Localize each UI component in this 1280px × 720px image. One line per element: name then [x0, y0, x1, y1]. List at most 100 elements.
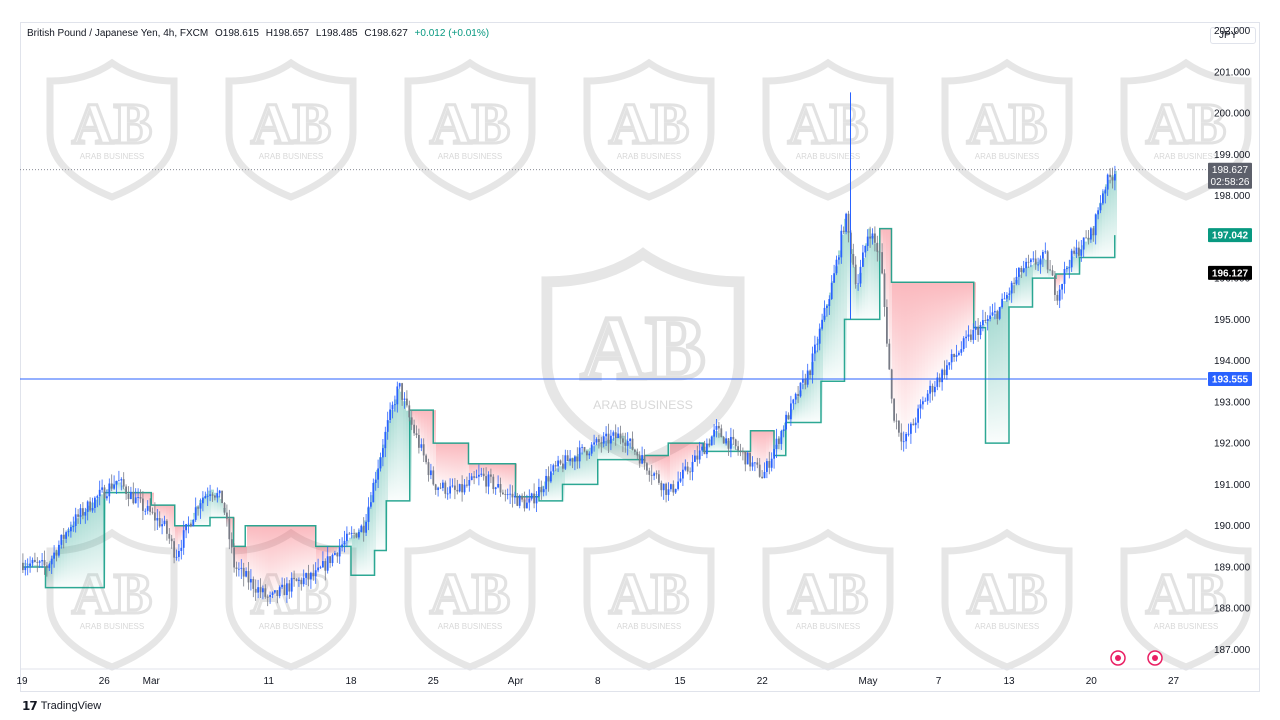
trail-fill [601, 442, 604, 460]
candle-body [722, 437, 725, 444]
trail-fill [925, 282, 928, 398]
time-axis[interactable]: 19 26 Mar 11 18 25 Apr 8 15 22 May 7 13 20 27 [16, 668, 1259, 687]
trail-fill [64, 534, 67, 588]
trail-fill [685, 443, 688, 473]
trail-fill [316, 546, 319, 575]
candle-body [1063, 269, 1066, 284]
candle-body [264, 588, 267, 597]
trail-fill [172, 505, 175, 548]
candle-body [470, 476, 473, 480]
candle-body [178, 550, 180, 557]
trail-fill [85, 508, 88, 588]
trail-fill [364, 520, 367, 576]
event-marker-icon[interactable] [1147, 650, 1163, 666]
trail-fill [268, 525, 271, 600]
candle-body [720, 428, 723, 438]
trail-fill [958, 282, 961, 352]
candle-body [175, 556, 178, 558]
candle-body [324, 561, 327, 571]
y-tick-label: 189.000 [1214, 562, 1251, 573]
candle-body [818, 328, 821, 344]
candle-body [547, 475, 550, 482]
trail-fill [628, 443, 631, 460]
event-marker-icon[interactable] [1110, 650, 1126, 666]
last-price-tag: 198.627 [1212, 165, 1249, 176]
trail-fill [346, 540, 349, 547]
symbol-title[interactable]: British Pound / Japanese Yen, 4h, FXCM [27, 28, 209, 39]
candle-body [245, 571, 247, 577]
candle-body [982, 320, 984, 326]
candle-body [317, 567, 319, 571]
watermark-text: ARAB BUSINESS [796, 152, 860, 161]
candle-body [125, 486, 127, 495]
candle-body [900, 432, 903, 442]
tradingview-footer[interactable]: 𝟭𝟳 TradingView [22, 699, 101, 713]
candle-body [958, 352, 960, 355]
candle-body [1080, 249, 1083, 256]
candle-body [458, 484, 461, 492]
candle-body [962, 338, 965, 350]
candle-body [454, 485, 456, 490]
trail-fill [1012, 285, 1015, 307]
candle-body [828, 298, 831, 307]
candle-body [1015, 276, 1018, 284]
candle-body [840, 230, 843, 258]
currency-selector[interactable]: JPY [1210, 27, 1256, 44]
candle-body [425, 455, 427, 463]
countdown-tag: 02:58:26 [1211, 177, 1250, 188]
candle-body [595, 439, 598, 443]
trail-fill [580, 452, 583, 485]
candle-body [473, 476, 475, 478]
trail-fill [91, 502, 94, 588]
trail-fill [133, 492, 136, 499]
trail-fill [238, 546, 241, 572]
trail-fill [325, 546, 328, 564]
candle-body [917, 408, 919, 423]
trail-fill [193, 512, 196, 526]
watermark-logo: ARAB BUSINESS [1124, 533, 1248, 667]
hline-price-tag-bg [1208, 371, 1252, 386]
trail-fill [724, 438, 727, 452]
candle-body [413, 424, 415, 434]
y-tick-label: 192.000 [1214, 439, 1251, 450]
trail-fill [151, 492, 154, 516]
candle-body [418, 435, 420, 448]
trail-fill [361, 527, 364, 576]
trail-fill [751, 430, 754, 465]
candle-body [382, 448, 384, 458]
trail-fill [868, 228, 871, 320]
trail-fill [1093, 225, 1096, 258]
candle-body [586, 451, 588, 456]
watermark-text: ARAB BUSINESS [438, 152, 502, 161]
candle-body [610, 435, 612, 444]
candle-body [55, 552, 58, 556]
candle-body [46, 565, 48, 568]
candle-body [389, 409, 391, 421]
trail-fill [427, 410, 430, 468]
candle-body [350, 532, 353, 534]
candle-body [410, 417, 413, 425]
candle-body [1049, 269, 1051, 271]
trail-fill [646, 455, 649, 466]
candle-body [65, 532, 67, 539]
trail-fill [457, 443, 460, 493]
candle-body [842, 230, 845, 232]
candle-body [643, 455, 646, 464]
trail-fill [322, 546, 325, 568]
candle-body [370, 502, 372, 507]
candle-body [218, 490, 221, 494]
candle-body [1022, 268, 1025, 273]
trail-fill [550, 473, 553, 501]
candle-body [830, 282, 833, 299]
trail-fill [1009, 290, 1012, 307]
candle-body [670, 484, 672, 490]
candle-body [862, 252, 864, 267]
candle-body [696, 455, 699, 460]
watermark-text: ARAB BUSINESS [259, 622, 323, 631]
trail-fill [271, 525, 274, 599]
trail-fill [34, 564, 37, 567]
candle-body [751, 462, 754, 467]
candle-body [250, 578, 252, 583]
candle-body [1044, 251, 1047, 253]
